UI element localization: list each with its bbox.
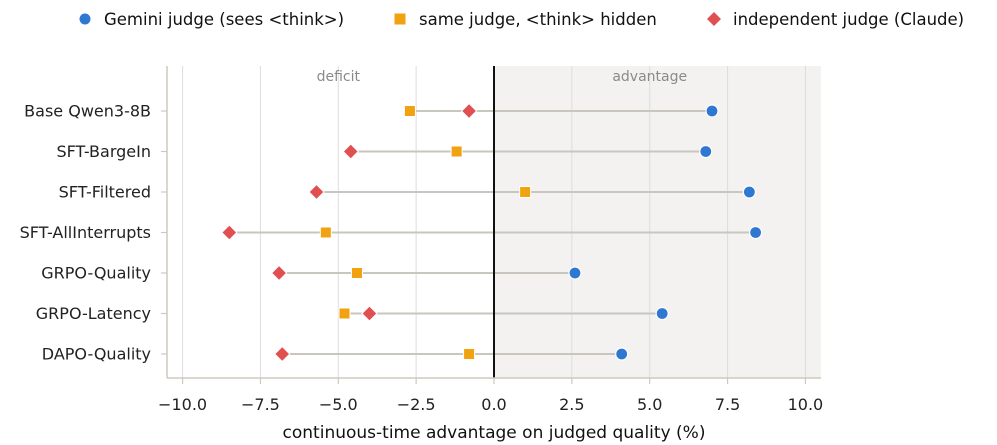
x-tick-label: 7.5 (715, 395, 740, 414)
point-gemini (742, 185, 756, 199)
legend-label-hidden: same judge, <think> hidden (419, 9, 657, 29)
x-tick-label: −10.0 (158, 395, 207, 414)
legend-diamond-marker (707, 12, 721, 26)
legend: Gemini judge (sees <think>) same judge, … (0, 6, 997, 32)
region-label-deficit: deficit (317, 69, 361, 85)
y-tick-label: DAPO-Quality (42, 345, 151, 364)
point-gemini (655, 306, 669, 321)
x-axis-label: continuous-time advantage on judged qual… (283, 423, 706, 443)
point-claude (270, 264, 288, 282)
y-tick-label: GRPO-Latency (36, 304, 151, 323)
point-hidden (519, 186, 532, 198)
point-gemini (705, 104, 719, 118)
point-hidden (403, 105, 416, 117)
legend-circle-marker (79, 13, 91, 25)
point-hidden (338, 307, 351, 320)
point-hidden (350, 267, 363, 279)
advantage-region (494, 66, 821, 378)
point-claude (308, 183, 325, 201)
point-claude (274, 345, 291, 363)
point-claude (460, 102, 478, 120)
point-gemini (615, 347, 629, 361)
x-tick-label: 0.0 (481, 395, 506, 414)
legend-square-marker (394, 13, 406, 25)
legend-label-claude: independent judge (Claude) (733, 9, 965, 29)
y-tick-label: Base Qwen3-8B (24, 102, 151, 121)
x-tick-label: 2.5 (559, 395, 584, 414)
region-label-advantage: advantage (612, 69, 687, 85)
point-claude (342, 143, 359, 160)
point-claude (221, 224, 238, 241)
x-tick-label: 10.0 (788, 395, 824, 414)
y-tick-label: GRPO-Quality (41, 264, 151, 283)
y-tick-label: SFT-Filtered (59, 183, 151, 202)
point-hidden (319, 226, 332, 239)
point-hidden (450, 145, 463, 158)
x-tick-label: −7.5 (241, 395, 280, 414)
legend-item-gemini: Gemini judge (sees <think>) (78, 6, 344, 32)
y-tick-label: SFT-AllInterrupts (20, 223, 151, 242)
legend-label-gemini: Gemini judge (sees <think>) (104, 9, 345, 29)
point-claude (361, 305, 378, 322)
x-tick-label: −2.5 (397, 395, 436, 414)
legend-item-hidden: same judge, <think> hidden (393, 6, 657, 32)
point-gemini (568, 266, 582, 280)
x-tick-label: −5.0 (319, 395, 358, 414)
legend-item-claude: independent judge (Claude) (706, 6, 964, 32)
y-tick-label: SFT-BargeIn (56, 142, 151, 161)
point-gemini (748, 225, 763, 240)
point-hidden (463, 348, 476, 360)
point-gemini (699, 144, 713, 159)
x-tick-label: 5.0 (637, 395, 662, 414)
